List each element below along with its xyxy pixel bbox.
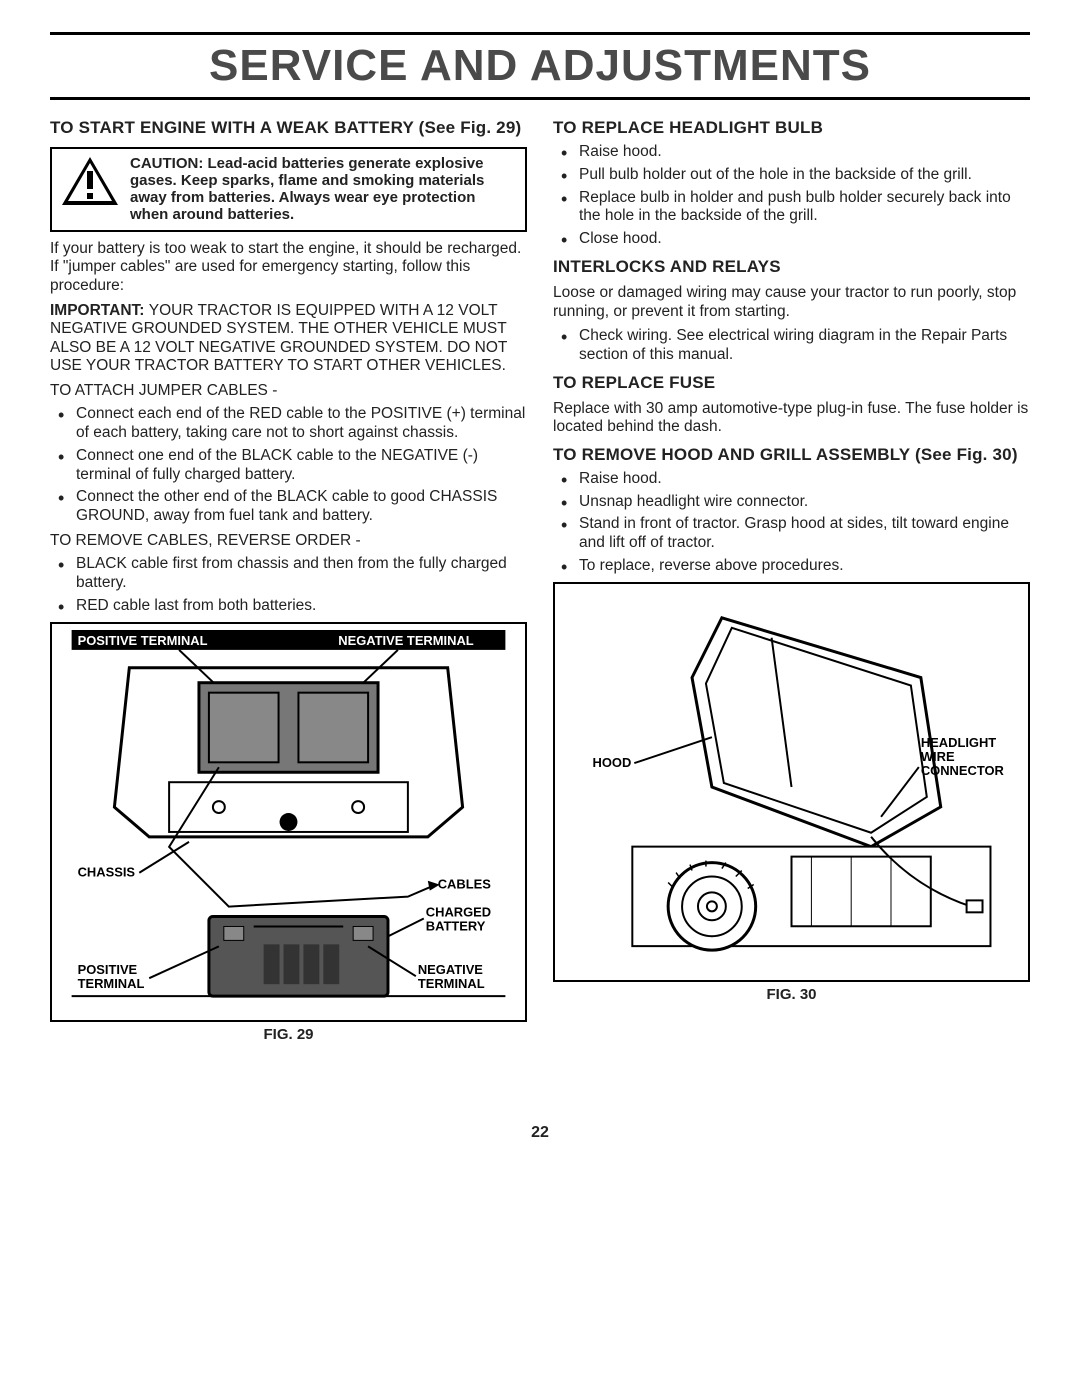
heading-fuse: TO REPLACE FUSE (553, 373, 1030, 394)
remove-label: TO REMOVE CABLES, REVERSE ORDER - (50, 532, 527, 551)
rule-top (50, 32, 1030, 35)
label-charged1: CHARGED (426, 904, 491, 919)
label-chassis: CHASSIS (78, 865, 136, 880)
page-number: 22 (50, 1124, 1030, 1142)
attach-label: TO ATTACH JUMPER CABLES - (50, 382, 527, 401)
heading-headlight: TO REPLACE HEADLIGHT BULB (553, 118, 1030, 139)
two-column-layout: TO START ENGINE WITH A WEAK BATTERY (See… (50, 110, 1030, 1044)
list-item: Stand in front of tractor. Grasp hood at… (553, 515, 1030, 553)
interlocks-text: Loose or damaged wiring may cause your t… (553, 284, 1030, 321)
list-item: Close hood. (553, 230, 1030, 249)
list-item: Unsnap headlight wire connector. (553, 493, 1030, 512)
fig29-caption: FIG. 29 (50, 1026, 527, 1044)
left-column: TO START ENGINE WITH A WEAK BATTERY (See… (50, 110, 527, 1044)
battery-recharge-text: If your battery is too weak to start the… (50, 240, 527, 296)
list-item: BLACK cable first from chassis and then … (50, 555, 527, 593)
heading-interlocks: INTERLOCKS AND RELAYS (553, 257, 1030, 278)
hood-list: Raise hood. Unsnap headlight wire connec… (553, 470, 1030, 577)
svg-text:TERMINAL: TERMINAL (78, 976, 145, 991)
interlocks-list: Check wiring. See electrical wiring diag… (553, 327, 1030, 365)
list-item: To replace, reverse above procedures. (553, 557, 1030, 576)
label-neg-top: NEGATIVE TERMINAL (338, 633, 474, 648)
list-item: Replace bulb in holder and push bulb hol… (553, 189, 1030, 227)
caution-box: CAUTION: Lead-acid batteries generate ex… (50, 147, 527, 232)
headlight-list: Raise hood. Pull bulb holder out of the … (553, 143, 1030, 250)
figure-29-svg: POSITIVE TERMINAL NEGATIVE TERMINAL CHAS… (56, 628, 521, 1016)
svg-text:TERMINAL: TERMINAL (418, 976, 485, 991)
svg-text:POSITIVE: POSITIVE (78, 962, 138, 977)
label-conn3: CONNECTOR (921, 763, 1005, 778)
important-text: IMPORTANT: YOUR TRACTOR IS EQUIPPED WITH… (50, 302, 527, 376)
label-charged2: BATTERY (426, 918, 486, 933)
svg-text:NEGATIVE: NEGATIVE (418, 962, 483, 977)
label-cables: CABLES (438, 877, 492, 892)
list-item: Connect each end of the RED cable to the… (50, 405, 527, 443)
list-item: Connect one end of the BLACK cable to th… (50, 447, 527, 485)
caution-text: CAUTION: Lead-acid batteries generate ex… (130, 155, 517, 224)
list-item: Pull bulb holder out of the hole in the … (553, 166, 1030, 185)
list-item: Raise hood. (553, 470, 1030, 489)
figure-30-svg: HOOD HEADLIGHT WIRE CONNECTOR (559, 588, 1024, 976)
remove-list: BLACK cable first from chassis and then … (50, 555, 527, 616)
right-column: TO REPLACE HEADLIGHT BULB Raise hood. Pu… (553, 110, 1030, 1044)
warning-icon (60, 155, 120, 207)
rule-bottom (50, 97, 1030, 100)
fuse-text: Replace with 30 amp automotive-type plug… (553, 400, 1030, 437)
page-title: SERVICE AND ADJUSTMENTS (50, 37, 1030, 95)
heading-start-engine: TO START ENGINE WITH A WEAK BATTERY (See… (50, 118, 527, 139)
label-conn1: HEADLIGHT (921, 735, 996, 750)
fig30-caption: FIG. 30 (553, 986, 1030, 1004)
list-item: RED cable last from both batteries. (50, 597, 527, 616)
heading-hood: TO REMOVE HOOD AND GRILL ASSEMBLY (See F… (553, 445, 1030, 466)
label-hood: HOOD (593, 755, 632, 770)
figure-29-box: POSITIVE TERMINAL NEGATIVE TERMINAL CHAS… (50, 622, 527, 1022)
attach-list: Connect each end of the RED cable to the… (50, 405, 527, 526)
important-label: IMPORTANT: (50, 302, 149, 319)
list-item: Raise hood. (553, 143, 1030, 162)
label-pos-top: POSITIVE TERMINAL (78, 633, 208, 648)
list-item: Check wiring. See electrical wiring diag… (553, 327, 1030, 365)
figure-30-box: HOOD HEADLIGHT WIRE CONNECTOR (553, 582, 1030, 982)
label-conn2: WIRE (921, 749, 955, 764)
list-item: Connect the other end of the BLACK cable… (50, 488, 527, 526)
